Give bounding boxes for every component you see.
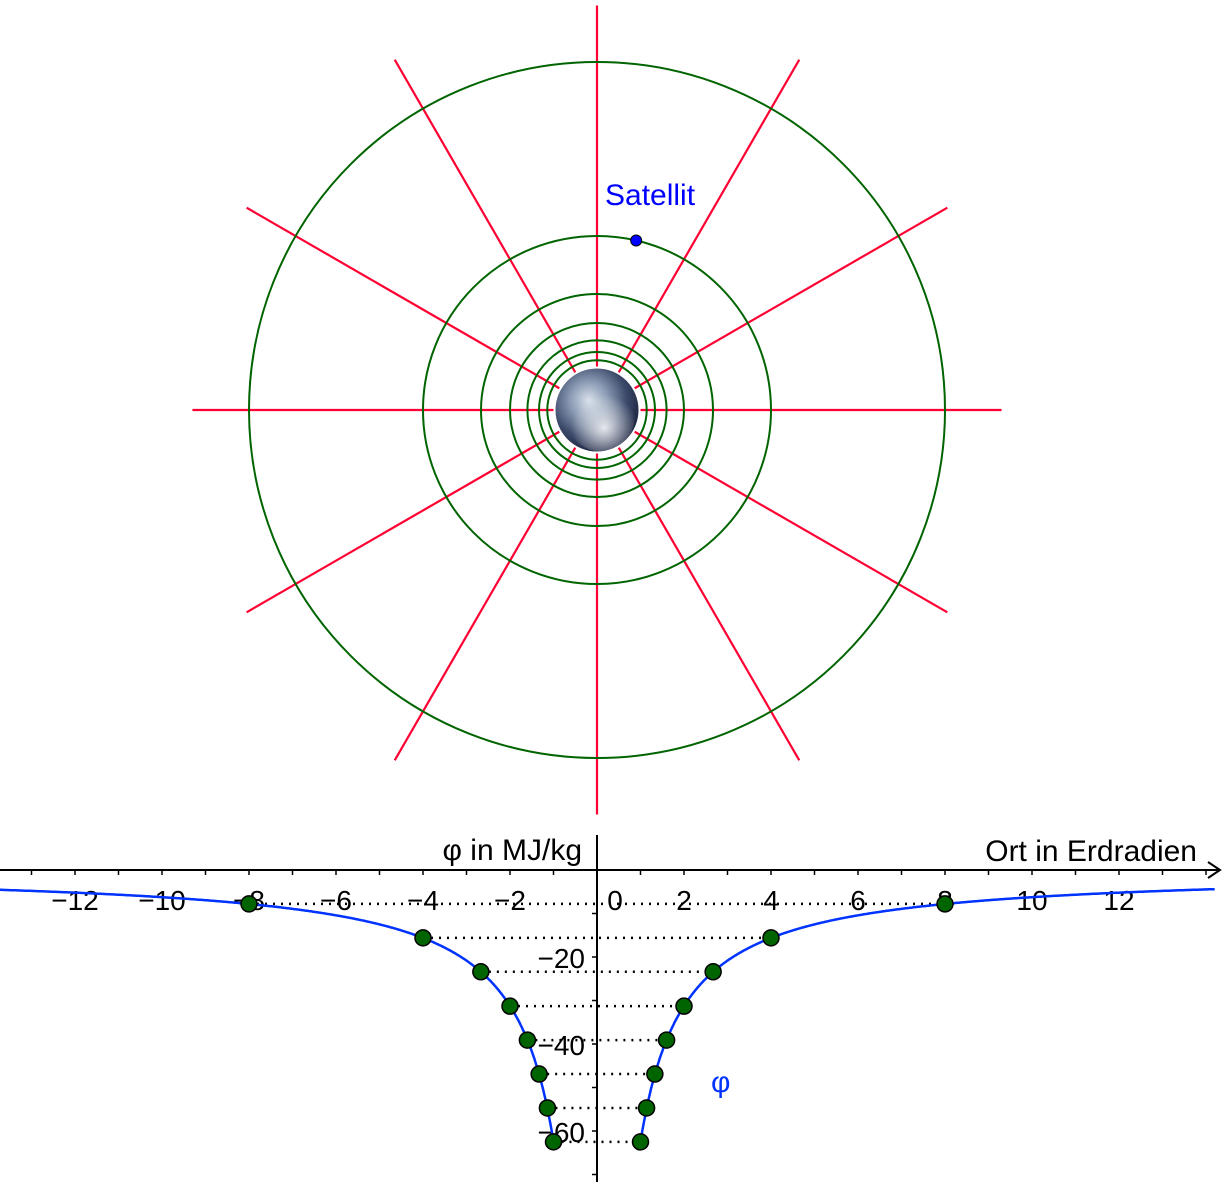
equipotential-circle <box>248 61 946 759</box>
data-point <box>637 1099 656 1117</box>
field-line <box>617 447 801 761</box>
field-line <box>617 59 801 373</box>
x-tick-label: 2 <box>676 885 692 916</box>
x-tick-label: 12 <box>1103 885 1134 916</box>
data-point <box>657 1031 676 1049</box>
equipotential-circle <box>538 351 656 469</box>
x-tick-label: −10 <box>138 885 186 916</box>
potential-curve <box>0 888 555 1143</box>
x-tick-label: 6 <box>850 885 866 916</box>
field-line <box>246 206 560 390</box>
field-line <box>393 447 577 761</box>
data-point <box>646 1065 664 1083</box>
x-tick-label: 4 <box>763 885 779 916</box>
satellite-label: Satellit <box>605 179 696 212</box>
x-axis-label: Ort in Erdradien <box>985 835 1197 868</box>
equipotential-circle <box>546 359 648 461</box>
satellite-dot <box>630 234 643 247</box>
data-point <box>414 929 432 947</box>
x-tick-label: 10 <box>1016 885 1047 916</box>
field-line <box>634 206 948 390</box>
equipotential-circle <box>479 292 715 528</box>
y-tick-label: −20 <box>538 943 586 974</box>
data-point <box>518 1031 537 1049</box>
data-point <box>675 997 693 1015</box>
data-point <box>631 1133 650 1151</box>
x-tick-label: 0 <box>607 885 623 916</box>
data-point <box>240 895 258 913</box>
earth-clouds <box>567 384 635 452</box>
data-point <box>544 1133 563 1151</box>
x-tick-label: −4 <box>407 885 439 916</box>
y-axis-label: φ in MJ/kg <box>443 834 582 867</box>
x-tick-label: −12 <box>51 885 99 916</box>
field-line <box>634 430 948 614</box>
equipotential-circle <box>509 322 685 498</box>
field-diagram <box>192 5 1002 815</box>
equipotential-circle <box>526 339 668 481</box>
x-axis-arrow <box>1207 861 1222 879</box>
data-point <box>472 963 490 981</box>
series-label: φ <box>711 1066 730 1099</box>
potential-curve <box>639 887 1215 1143</box>
x-tick-label: −6 <box>320 885 352 916</box>
equipotential-circle <box>422 235 772 585</box>
field-line <box>393 59 577 373</box>
data-point <box>936 895 954 913</box>
y-tick-label: −40 <box>538 1030 586 1061</box>
field-line <box>246 430 560 614</box>
data-point <box>530 1065 548 1083</box>
data-point <box>538 1099 557 1117</box>
data-point <box>501 997 519 1015</box>
data-point <box>762 929 780 947</box>
data-point <box>704 963 722 981</box>
potential-chart: −12−10−8−6−4−2024681012−20−40−60 <box>0 835 1222 1182</box>
x-tick-label: −2 <box>494 885 526 916</box>
